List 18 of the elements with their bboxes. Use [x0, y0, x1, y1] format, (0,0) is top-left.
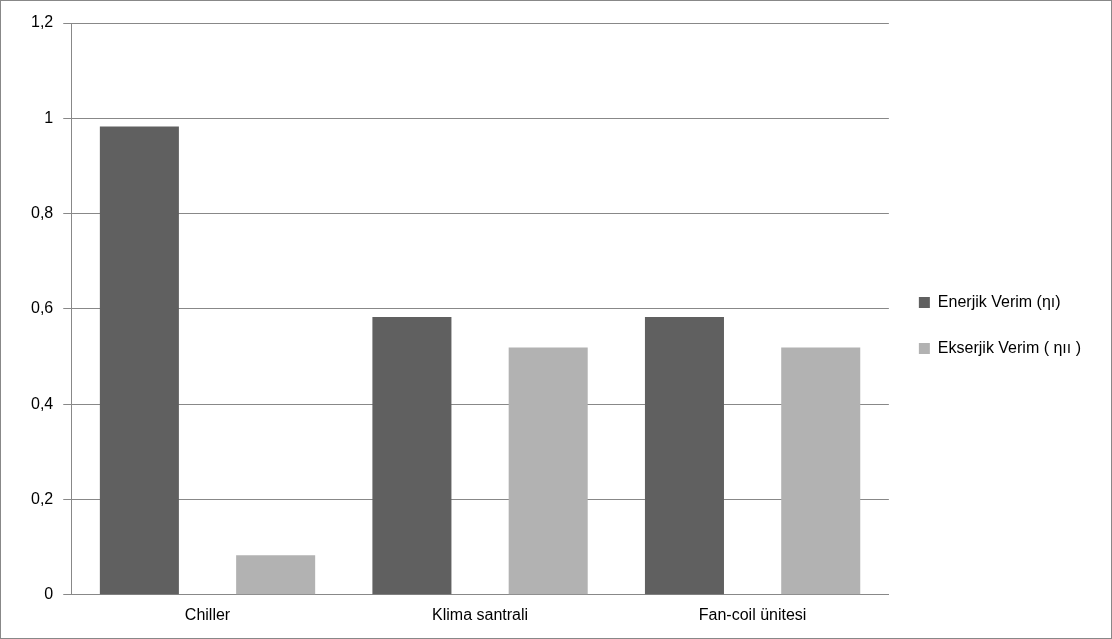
bar — [644, 317, 724, 595]
bar — [372, 317, 452, 595]
x-tick-label: Chiller — [184, 605, 231, 623]
x-tick-label: Klima santrali — [432, 605, 529, 623]
legend-label: Ekserjik Verim ( ηıı ) — [937, 338, 1082, 356]
legend-label: Enerjik Verim (ηı) — [937, 292, 1061, 310]
y-tick-label: 1,2 — [30, 13, 54, 31]
y-tick-label: 0,8 — [30, 204, 54, 222]
x-tick-label: Fan-coil ünitesi — [698, 605, 807, 623]
bar — [236, 555, 316, 595]
y-tick-label: 0,6 — [30, 299, 54, 317]
y-tick-label: 0,2 — [30, 489, 54, 507]
y-tick-label: 0 — [44, 585, 54, 603]
y-tick-label: 0,4 — [30, 394, 54, 412]
bar — [781, 347, 861, 595]
y-tick-label: 1 — [44, 108, 54, 126]
bar — [508, 347, 588, 595]
bar — [99, 126, 179, 595]
